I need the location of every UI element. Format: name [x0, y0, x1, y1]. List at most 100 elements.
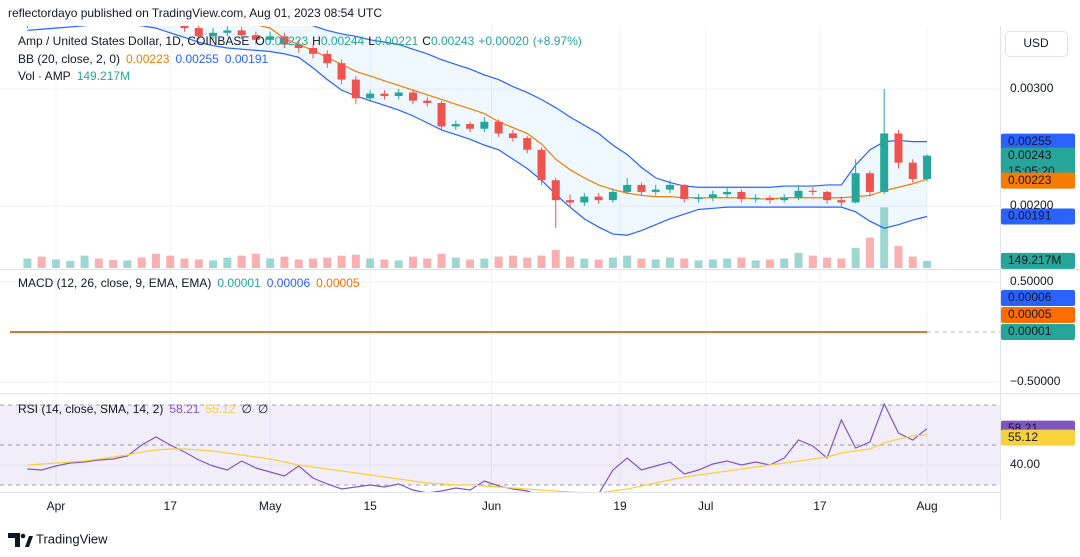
volume-bar: [908, 256, 917, 268]
price-legend: Amp / United States Dollar, 1D, COINBASE…: [18, 34, 582, 83]
macd-value: 0.00001: [217, 276, 261, 290]
volume-bar: [680, 258, 689, 268]
volume-bar: [894, 246, 903, 268]
legend-bb: BB (20, close, 2, 0) 0.00223 0.00255 0.0019…: [18, 52, 269, 66]
candle-body: [894, 133, 903, 163]
price-badge-label: 0.00005: [1008, 307, 1052, 321]
candle-body: [408, 92, 417, 101]
macd-value: 0.00006: [267, 276, 311, 290]
candle-body: [723, 191, 732, 195]
candle-body: [380, 93, 389, 96]
candle-body: [423, 100, 432, 103]
candle-body: [237, 30, 246, 36]
legend-main: Amp / United States Dollar, 1D, COINBASE…: [18, 34, 582, 48]
volume-bar: [923, 260, 932, 268]
candle-body: [923, 155, 932, 180]
volume-bar: [665, 257, 674, 268]
price-badge: [1001, 306, 1075, 323]
volume-bar: [737, 257, 746, 268]
price-badge-label: 0.00006: [1008, 290, 1052, 304]
candle-body: [323, 53, 332, 64]
candle-body: [280, 36, 289, 45]
candle-body: [908, 162, 917, 180]
ohlc-prefix: H: [312, 34, 321, 48]
price-badge-label: 0.00001: [1008, 324, 1052, 338]
currency-label[interactable]: USD: [1023, 36, 1049, 50]
volume-bar: [137, 257, 146, 268]
bb-upper: [311, 26, 928, 188]
volume-bar: [194, 259, 203, 268]
volume-bar: [751, 260, 760, 268]
currency-button[interactable]: USD: [1005, 31, 1068, 57]
rsi-title: RSI (14, close, SMA, 14, 2): [18, 402, 163, 416]
candle-body: [837, 200, 846, 203]
price-badge-label: 0.00243: [1008, 148, 1052, 162]
x-tick-label: May: [259, 499, 282, 513]
candle-body: [180, 26, 189, 29]
publisher: reflectordayo published on TradingView.c…: [8, 6, 382, 20]
x-tick-label: Aug: [916, 499, 937, 513]
x-tick-label: Jun: [482, 499, 501, 513]
volume-bar: [508, 255, 517, 268]
currency-button-box[interactable]: [1005, 31, 1068, 57]
volume-bar: [608, 257, 617, 268]
candle-body: [566, 200, 575, 203]
candle-body: [537, 149, 546, 181]
x-tick-label: 19: [613, 499, 627, 513]
candle-body: [294, 44, 303, 48]
volume-bar: [765, 259, 774, 268]
bb-title: BB (20, close, 2, 0): [18, 52, 120, 66]
price-pane: [23, 26, 932, 268]
x-tick-label: 15: [363, 499, 377, 513]
candle-body: [623, 184, 632, 192]
price-badge: [1001, 172, 1075, 189]
candle-body: [437, 103, 446, 127]
rsi-line: [27, 434, 928, 492]
candle-body: [209, 32, 218, 37]
volume-bar: [594, 259, 603, 268]
legend-macd: MACD (12, 26, close, 9, EMA, EMA) 0.00001…: [18, 276, 360, 290]
volume-bar: [551, 249, 560, 268]
volume-bar: [66, 260, 75, 268]
volume-bar: [780, 258, 789, 268]
candle-body: [865, 173, 874, 192]
volume-bar: [694, 260, 703, 268]
candle-body: [780, 197, 789, 201]
bb-fill: [27, 26, 928, 236]
ohlc-open: 0.00223: [265, 34, 309, 48]
candle-body: [737, 191, 746, 199]
candle-body: [523, 138, 532, 150]
volume-bar: [180, 258, 189, 268]
rsi-value: 58.21: [169, 402, 199, 416]
price-badge-label: 55.12: [1008, 430, 1038, 444]
logo-part: [8, 533, 20, 547]
rsi-extra: ∅: [241, 402, 251, 416]
volume-bar: [865, 237, 874, 268]
volume-bar: [23, 258, 32, 268]
candle-body: [880, 133, 889, 192]
footer: TradingView: [8, 531, 108, 547]
candle-body: [594, 196, 603, 201]
ohlc-low: 0.00221: [375, 34, 419, 48]
ohlc-change: +0.00020: [478, 34, 529, 48]
bb-lower-value: 0.00191: [225, 52, 269, 66]
y-tick-label: 0.50000: [1010, 274, 1054, 288]
volume-bar: [223, 257, 232, 268]
volume-bar: [494, 256, 503, 268]
candle-body: [765, 197, 774, 201]
volume-bar: [80, 255, 89, 268]
volume-bar: [109, 259, 118, 268]
ohlc-prefix: L: [368, 34, 375, 48]
candle-body: [680, 184, 689, 199]
volume-bar: [294, 259, 303, 268]
volume-bar: [623, 255, 632, 268]
volume-bar: [437, 253, 446, 268]
price-badges: 0.002550.0024315:05:200.002230.00191149.…: [1001, 133, 1075, 446]
volume-bar: [423, 258, 432, 268]
candle-body: [637, 184, 646, 192]
volume-bar: [394, 260, 403, 268]
ohlc-change-pct: (+8.97%): [533, 34, 582, 48]
ohlc-high: 0.00244: [321, 34, 365, 48]
price-badge: [1001, 208, 1075, 225]
price-badge: [1001, 133, 1075, 150]
